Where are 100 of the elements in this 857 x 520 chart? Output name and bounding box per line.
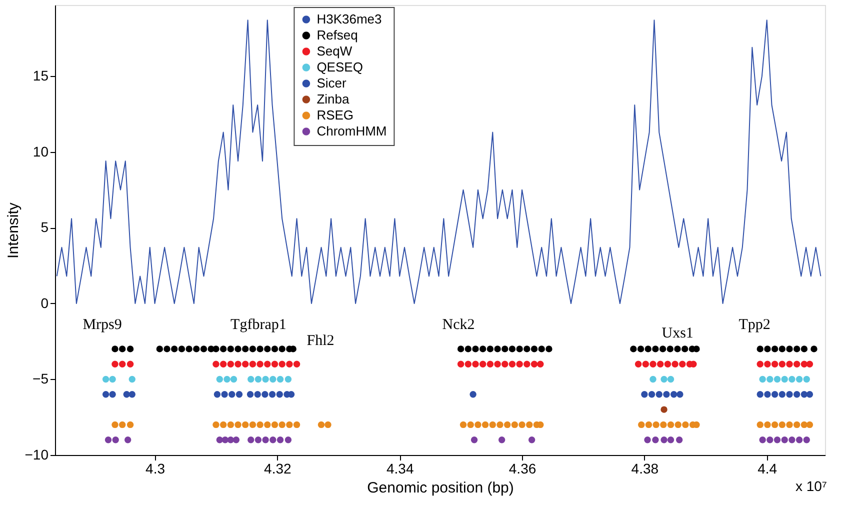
point: [667, 421, 674, 428]
point: [236, 391, 243, 398]
annotation: Tgfbrap1: [230, 317, 286, 334]
point: [530, 360, 538, 368]
point: [232, 436, 240, 444]
point: [637, 346, 644, 352]
point: [682, 421, 689, 428]
point: [656, 360, 664, 368]
point: [693, 346, 700, 352]
point: [524, 346, 530, 352]
point: [810, 346, 818, 352]
text: x 10⁷: [795, 478, 827, 494]
point: [537, 360, 544, 368]
point: [104, 436, 112, 444]
point: [156, 346, 164, 352]
point: [764, 391, 771, 398]
point: [793, 346, 800, 352]
point: [460, 421, 467, 428]
point: [774, 376, 781, 383]
point: [788, 376, 796, 383]
point: [221, 391, 228, 398]
point: [220, 360, 227, 368]
point: [806, 360, 814, 368]
point: [660, 406, 668, 413]
point: [778, 391, 786, 398]
point: [764, 360, 771, 368]
point: [756, 421, 764, 428]
annotation: Uxs1: [662, 325, 694, 342]
point: [470, 391, 476, 398]
point: [254, 391, 261, 398]
point: [254, 436, 262, 444]
point: [781, 436, 788, 444]
point: [528, 436, 536, 444]
point: [652, 436, 659, 444]
point: [638, 421, 645, 428]
point: [756, 346, 764, 352]
point: [660, 436, 668, 444]
point: [482, 421, 489, 428]
point: [128, 391, 136, 398]
point: [276, 391, 283, 398]
point: [788, 436, 796, 444]
point: [642, 360, 650, 368]
point: [467, 421, 474, 428]
point: [264, 346, 271, 352]
x-tick-label: 4.38: [631, 460, 659, 476]
point: [526, 421, 533, 428]
point: [650, 360, 656, 368]
point: [652, 421, 660, 428]
point: [123, 391, 130, 398]
point: [634, 360, 642, 368]
point: [667, 436, 674, 444]
point: [472, 346, 479, 352]
point: [102, 376, 110, 383]
legend-label: Zinba: [316, 92, 350, 106]
point: [644, 436, 651, 444]
point: [186, 346, 192, 352]
point: [508, 346, 516, 352]
point: [650, 376, 656, 383]
point: [284, 376, 292, 383]
x-tick-label: 4.34: [386, 460, 414, 476]
point: [246, 391, 254, 398]
annotation: Tpp2: [738, 317, 770, 334]
point: [786, 391, 793, 398]
point: [648, 391, 656, 398]
y-tick-label: 5: [40, 219, 49, 236]
point: [264, 360, 271, 368]
point: [679, 360, 686, 368]
x-tick-label: 4.32: [264, 460, 292, 476]
point: [284, 436, 292, 444]
legend-label: ChromHMM: [316, 124, 387, 138]
point: [200, 346, 208, 352]
legend-label: Sicer: [316, 76, 347, 90]
point: [249, 346, 256, 352]
annotation: Mrps9: [82, 317, 122, 334]
point: [271, 346, 278, 352]
point: [764, 346, 771, 352]
point: [676, 391, 684, 398]
y-tick-label: 15: [32, 68, 49, 84]
point: [504, 421, 511, 428]
point: [178, 346, 186, 352]
point: [766, 376, 774, 383]
point: [496, 421, 504, 428]
point: [164, 346, 170, 352]
y-tick-label: −10: [24, 446, 49, 462]
point: [227, 346, 234, 352]
y-tick-label: 10: [32, 143, 49, 160]
point: [472, 360, 479, 368]
point: [803, 376, 810, 383]
point: [278, 360, 286, 368]
point: [112, 436, 119, 444]
point: [171, 346, 178, 352]
point: [293, 360, 300, 368]
point: [109, 391, 116, 398]
annotation: Nck2: [442, 317, 475, 334]
point: [518, 421, 526, 428]
point: [781, 376, 788, 383]
point: [800, 360, 808, 368]
point: [793, 391, 800, 398]
point: [227, 360, 234, 368]
point: [489, 421, 496, 428]
